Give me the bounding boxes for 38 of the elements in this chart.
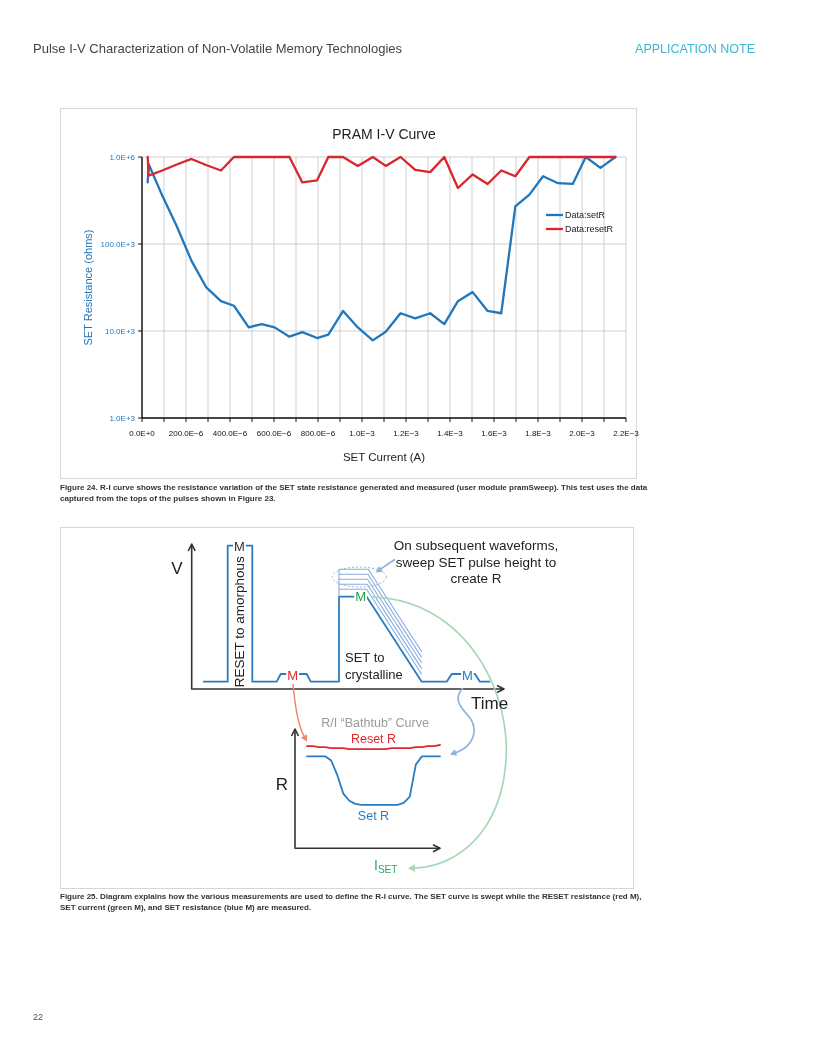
- x-tick-label: 200.0E−6: [168, 429, 204, 438]
- caption: Figure 24. R-I curve shows the resistance variation of the SET state resistance generated and measured (user module pramSweep). This test uses the data captured from the tops of the pulses shown in Figure 23.: [60, 483, 649, 504]
- line-series: [146, 155, 617, 190]
- chart-title: R/I “Bathtub” Curve: [321, 716, 429, 730]
- x-tick-label: 1.6E−3: [481, 429, 508, 438]
- x-tick-label: 600.0E−6: [256, 429, 292, 438]
- legend-label: Data:resetR: [565, 224, 614, 234]
- x-tick-label: 1.0E−3: [349, 429, 376, 438]
- text: On subsequent waveforms, sweep SET pulse height to create R: [392, 538, 560, 588]
- x-tick-label: 1.8E−3: [525, 429, 552, 438]
- y-tick-label: 100.0E+3: [100, 240, 136, 249]
- y-axis-title: R: [275, 775, 289, 794]
- x-axis-title: I$_{SET}$: [374, 857, 398, 875]
- text: Time: [471, 693, 509, 713]
- y-tick-label: 10.0E+3: [104, 327, 136, 336]
- y-tick-label: 1.0E+6: [109, 153, 136, 162]
- x-tick-label: 800.0E−6: [300, 429, 336, 438]
- x-tick-label: 0.0E+0: [129, 429, 156, 438]
- x-tick-label: 1.4E−3: [437, 429, 464, 438]
- text: APPLICATION NOTE: [635, 42, 755, 56]
- text: SET to crystalline: [345, 649, 404, 683]
- text: 22: [33, 1012, 44, 1022]
- text: RESET to amorphous: [232, 555, 247, 688]
- x-tick-label: 2.0E−3: [569, 429, 596, 438]
- x-tick-label: 400.0E−6: [212, 429, 248, 438]
- y-axis-title: SET Resistance (ohms): [82, 229, 94, 346]
- line-series: [146, 155, 617, 342]
- text: Pulse I-V Characterization of Non-Volatile Memory Technologies: [33, 41, 403, 56]
- y-tick-label: 1.0E+3: [109, 414, 136, 423]
- series-label: Set R: [357, 808, 390, 823]
- text: V: [171, 559, 184, 578]
- x-tick-label: 1.2E−3: [393, 429, 420, 438]
- x-axis-title: SET Current (A): [342, 451, 426, 463]
- series-label: Reset R: [350, 732, 397, 747]
- caption: Figure 25. Diagram explains how the various measurements are used to define the R-I curve. The SET curve is swept while the RESET resistance (red M), SET current (green M), and SET resistance (blue M) are measured.: [60, 892, 643, 913]
- x-tick-label: 2.2E−3: [613, 429, 640, 438]
- legend-label: Data:setR: [565, 210, 606, 220]
- chart-title: PRAM I-V Curve: [332, 126, 436, 142]
